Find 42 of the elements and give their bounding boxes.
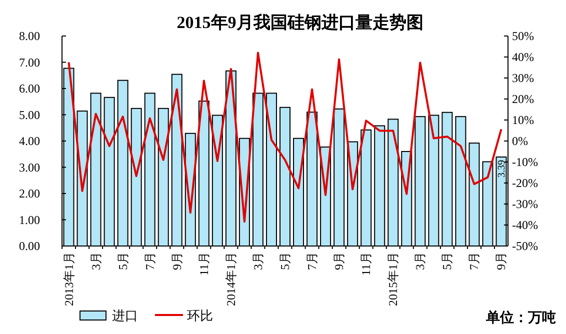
y2-tick-label: -10%	[512, 155, 538, 169]
x-tick-label: 5月	[440, 252, 454, 270]
x-tick-label: 2014年1月	[224, 252, 238, 306]
text: 单位：万吨	[485, 310, 556, 326]
x-tick-label: 3月	[250, 252, 265, 270]
legend-label: 进口	[112, 308, 138, 323]
y-tick-label: 7.00	[19, 55, 40, 70]
x-tick-label: 2013年1月	[62, 252, 76, 306]
y-tick-label: 5.00	[19, 108, 40, 122]
x-tick-label: 3月	[413, 252, 428, 270]
y2-tick-label: 40%	[512, 50, 534, 64]
x-tick-label: 3月	[88, 252, 103, 270]
y-tick-label: 3.00	[19, 160, 40, 174]
x-tick-label: 11月	[359, 252, 374, 276]
y2-tick-label: -50%	[512, 239, 538, 253]
x-tick-label: 5月	[116, 252, 130, 270]
y-tick-label: 4.00	[19, 134, 40, 148]
y-tick-label: 0.00	[19, 239, 40, 253]
y2-tick-label: -20%	[512, 176, 538, 190]
x-tick-label: 7月	[467, 252, 482, 270]
y2-tick-label: 50%	[512, 29, 534, 43]
data-label: 3.39	[496, 160, 508, 178]
y2-tick-label: 20%	[512, 92, 534, 106]
x-tick-label: 11月	[196, 252, 211, 276]
y-tick-label: 1.00	[19, 212, 40, 227]
y-tick-label: 8.00	[19, 29, 40, 43]
x-tick-label: 9月	[170, 252, 184, 270]
y2-tick-label: 0%	[512, 134, 528, 148]
x-tick-label: 5月	[278, 252, 292, 270]
x-tick-label: 7月	[305, 252, 320, 270]
y-tick-label: 6.00	[19, 82, 40, 96]
x-tick-label: 7月	[142, 252, 157, 270]
x-tick-label: 9月	[494, 252, 508, 270]
y2-tick-label: -40%	[512, 218, 538, 232]
y2-tick-label: 10%	[512, 113, 534, 127]
chart-title: 2015年9月我国硅钢进口量走势图	[176, 13, 424, 32]
x-tick-label: 9月	[332, 252, 346, 270]
legend-label: 环比	[187, 308, 213, 323]
x-tick-label: 2015年1月	[386, 252, 400, 306]
y-tick-label: 2.00	[19, 186, 40, 200]
y2-tick-label: -30%	[512, 197, 538, 211]
y2-tick-label: 30%	[512, 71, 534, 85]
